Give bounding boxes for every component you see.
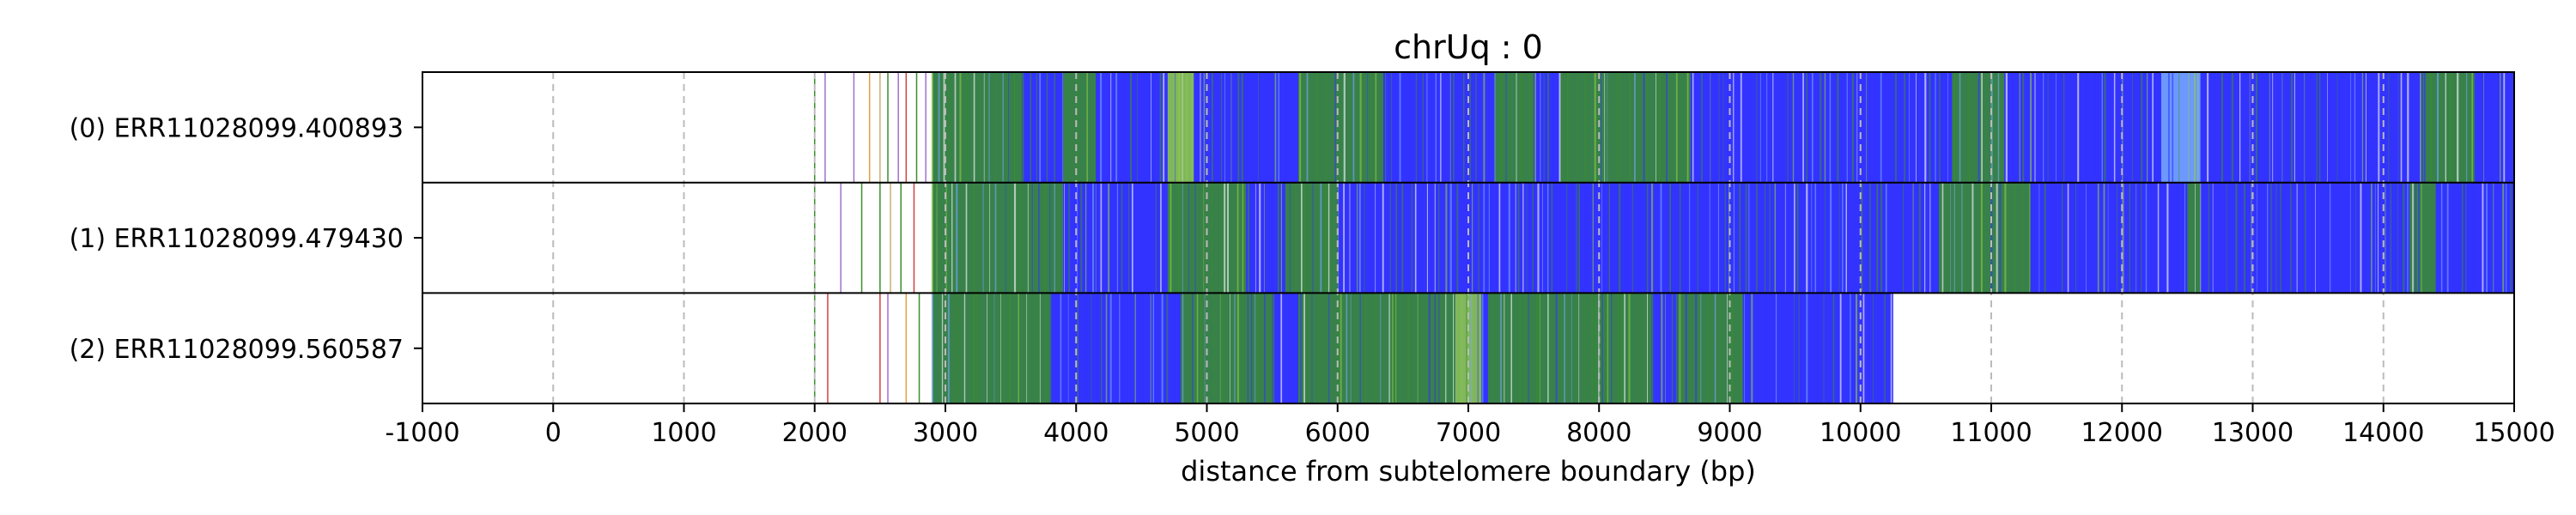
x-tick-label: 6000 [1305, 418, 1370, 448]
x-tick-label: -1000 [385, 418, 459, 448]
y-tick-labels: (0) ERR11028099.400893 (1) ERR11028099.47… [70, 113, 422, 364]
read-row-0 [815, 72, 2514, 183]
y-tick-label: (2) ERR11028099.560587 [70, 335, 404, 365]
y-tick-label: (0) ERR11028099.400893 [70, 113, 404, 143]
read-segment [2187, 183, 2200, 294]
x-tick-labels: -1000 0 1000 2000 3000 4000 5000 6000 7000 8000 90… [385, 403, 2555, 448]
x-tick-label: 3000 [913, 418, 978, 448]
x-tick-label: 0 [545, 418, 562, 448]
x-tick-label: 5000 [1174, 418, 1239, 448]
x-tick-label: 8000 [1566, 418, 1631, 448]
read-segment [1298, 72, 1383, 183]
read-segment [1488, 293, 1651, 403]
x-tick-label: 14000 [2342, 418, 2424, 448]
chart-title: chrUq : 0 [1394, 28, 1543, 66]
read-row-2 [815, 293, 1893, 403]
x-axis-label: distance from subtelomere boundary (bp) [1181, 455, 1756, 488]
read-segment [1285, 183, 1338, 294]
x-tick-label: 12000 [2081, 418, 2163, 448]
read-segment [1298, 293, 1455, 403]
x-tick-label: 10000 [1820, 418, 1901, 448]
y-tick-label: (1) ERR11028099.479430 [70, 224, 404, 254]
x-tick-label: 7000 [1436, 418, 1501, 448]
x-tick-label: 4000 [1043, 418, 1109, 448]
read-segment [1063, 72, 1096, 183]
read-segment [1678, 293, 1743, 403]
x-tick-label: 1000 [651, 418, 716, 448]
read-row-1 [815, 183, 2514, 294]
x-tick-label: 2000 [782, 418, 848, 448]
read-segment [1560, 72, 1691, 183]
read-segment [1939, 183, 2031, 294]
x-tick-label: 15000 [2473, 418, 2555, 448]
read-rows [815, 72, 2514, 403]
read-segment [933, 293, 1050, 403]
x-tick-label: 11000 [1950, 418, 2032, 448]
x-tick-label: 9000 [1697, 418, 1762, 448]
read-segment [1168, 72, 1194, 183]
x-tick-label: 13000 [2212, 418, 2293, 448]
